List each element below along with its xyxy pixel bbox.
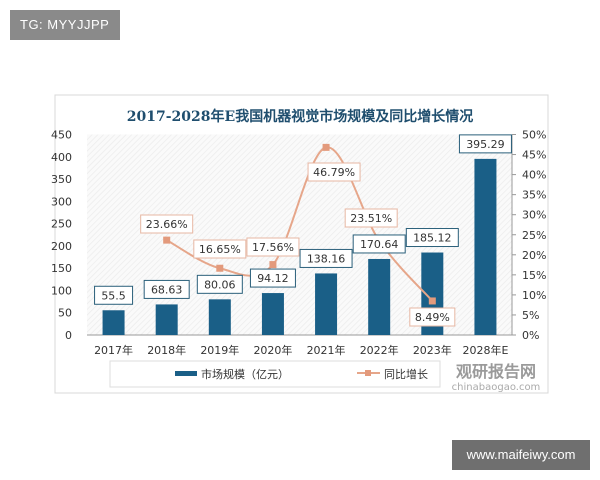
bar-data-label-box: [405, 228, 459, 248]
y-right-tick: 20%: [522, 249, 546, 262]
y-left-tick: 400: [51, 151, 72, 164]
bar: [368, 258, 391, 335]
legend-bar-label: 市场规模（亿元）: [201, 367, 289, 381]
x-tick: 2021年: [307, 343, 346, 357]
line-data-label: 23.51%: [350, 212, 392, 225]
bar: [315, 273, 338, 335]
bar: [155, 304, 178, 335]
growth-marker: [163, 236, 171, 244]
bar-data-label-box: [299, 248, 353, 268]
x-tick: 2022年: [360, 343, 399, 357]
x-tick: 2019年: [200, 343, 239, 357]
bar: [102, 310, 125, 335]
bar: [261, 293, 284, 335]
y-left-tick: 450: [51, 129, 72, 142]
y-right-tick: 15%: [522, 269, 546, 282]
x-tick: 2028年E: [462, 343, 508, 357]
y-right-tick: 35%: [522, 189, 546, 202]
bar-data-label: 138.16: [307, 252, 346, 265]
bar-data-label: 55.5: [101, 289, 126, 302]
legend-line-marker: [365, 370, 371, 376]
line-data-label: 8.49%: [415, 311, 450, 324]
chart-title: 2017-2028年E我国机器视觉市场规模及同比增长情况: [127, 108, 473, 125]
line-data-label-box: [140, 214, 194, 234]
watermark-top-left: TG: MYYJJPP: [10, 10, 120, 40]
bar-data-label-box: [143, 279, 190, 299]
bar-data-label-box: [94, 285, 134, 305]
y-right-tick: 40%: [522, 169, 546, 182]
line-data-label: 17.56%: [252, 241, 294, 254]
growth-marker: [269, 261, 277, 269]
bar-data-label: 68.63: [151, 283, 183, 296]
y-right-tick: 5%: [522, 309, 539, 322]
y-right-tick: 30%: [522, 209, 546, 222]
y-right-tick: 45%: [522, 149, 546, 162]
bar-data-label: 94.12: [257, 272, 289, 285]
line-data-label-box: [193, 239, 247, 259]
y-left-tick: 250: [51, 218, 72, 231]
legend-box: [109, 360, 441, 388]
x-tick: 2023年: [413, 343, 452, 357]
y-left-tick: 300: [51, 195, 72, 208]
line-data-label: 23.66%: [146, 218, 188, 231]
x-tick: 2020年: [253, 343, 292, 357]
bar-data-label: 185.12: [413, 232, 452, 245]
logo-cn: 观研报告网: [456, 362, 536, 381]
y-right-tick: 25%: [522, 229, 546, 242]
y-left-tick: 200: [51, 240, 72, 253]
logo-en: chinabaogao.com: [452, 382, 541, 393]
line-data-label-box: [409, 307, 456, 327]
watermark-bottom-right: www.maifeiwy.com: [452, 440, 590, 470]
growth-marker: [428, 297, 436, 305]
growth-marker: [322, 143, 330, 151]
legend-bar-swatch: [175, 371, 197, 376]
y-left-tick: 350: [51, 173, 72, 186]
legend-line-label: 同比增长: [384, 367, 428, 381]
line-data-label-box: [246, 237, 300, 257]
bar: [208, 299, 231, 335]
bar-data-label: 80.06: [204, 278, 236, 291]
growth-marker: [216, 264, 224, 272]
line-data-label: 46.79%: [313, 166, 355, 179]
y-right-tick: 10%: [522, 289, 546, 302]
line-data-label-box: [307, 162, 361, 182]
bar-data-label: 395.29: [466, 138, 505, 151]
line-data-label-box: [344, 208, 398, 228]
y-left-tick: 50: [58, 307, 72, 320]
bar-data-label-box: [458, 134, 512, 154]
line-data-label: 16.65%: [199, 243, 241, 256]
x-tick: 2017年: [94, 343, 133, 357]
bar-data-label-box: [352, 234, 406, 254]
bar: [474, 158, 497, 335]
x-tick: 2018年: [147, 343, 186, 357]
bar-data-label-box: [196, 274, 243, 294]
y-left-tick: 100: [51, 284, 72, 297]
y-right-tick: 50%: [522, 129, 546, 142]
bar-data-label-box: [249, 268, 296, 288]
bar-data-label: 170.64: [360, 238, 399, 251]
y-left-tick: 0: [65, 329, 72, 342]
y-right-tick: 0%: [522, 329, 539, 342]
y-left-tick: 150: [51, 262, 72, 275]
